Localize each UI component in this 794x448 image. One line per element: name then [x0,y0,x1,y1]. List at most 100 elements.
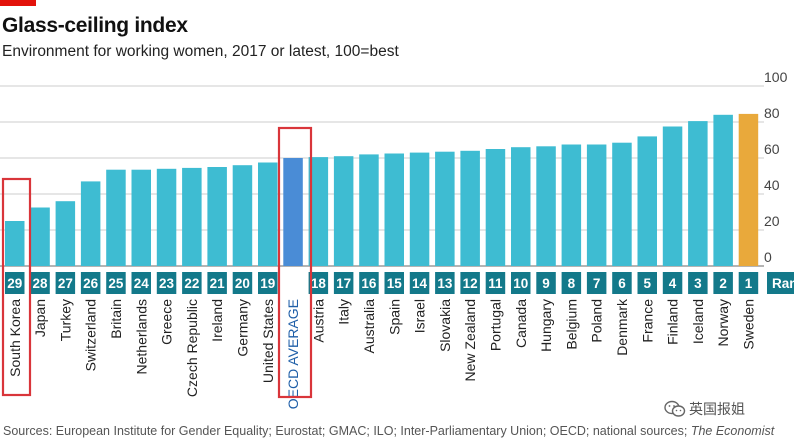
bar [232,165,253,266]
y-tick-label: 20 [764,213,780,229]
rank-tab [713,272,733,294]
bar [182,167,202,266]
bar [637,136,657,266]
rank-number: 19 [260,276,275,291]
category-label: Australia [361,299,377,354]
rank-tab [688,272,708,294]
category-label: Japan [32,299,48,337]
rank-number: 1 [745,276,753,291]
rank-tab [511,272,531,294]
bar [333,156,354,266]
source-note: Sources: European Institute for Gender E… [3,424,774,438]
category-label: Hungary [538,299,554,352]
rank-number: 21 [210,276,226,291]
rank-number: 7 [593,276,601,291]
y-tick-label: 80 [764,105,780,121]
rank-number: 6 [618,276,626,291]
rank-number: 25 [108,276,124,291]
annotation-box [1,177,32,397]
category-label: Finland [665,299,681,345]
category-label: OECD AVERAGE [285,299,301,409]
rank-tab [333,272,354,294]
bar [207,167,227,266]
category-label: Germany [234,299,250,357]
bar [106,169,126,266]
rank-number: 9 [542,276,550,291]
category-label: Britain [108,299,124,339]
rank-number: 20 [235,276,250,291]
bar [55,201,76,266]
rank-tab [662,272,683,294]
category-label: Canada [513,299,529,348]
bar [738,113,759,267]
rank-tab [460,272,480,294]
rank-number: 18 [311,276,327,291]
rank-tab [156,272,177,294]
bar [308,157,329,266]
rank-tab [207,272,227,294]
rank-number: 16 [361,276,377,291]
bar [586,144,607,266]
category-label: Italy [336,299,352,325]
rank-number: 24 [134,276,150,291]
rank-tab [182,272,202,294]
rank-tab [106,272,126,294]
bar [80,181,101,266]
bar [713,114,733,266]
watermark: 英国报姐 [664,399,745,419]
bar [511,147,531,266]
rank-number: 14 [412,276,428,291]
bar [156,168,177,266]
category-label: Spain [386,299,402,335]
category-label: Switzerland [83,299,99,371]
rank-number: 22 [184,276,199,291]
category-label: Israel [412,299,428,333]
rank-number: 5 [643,276,651,291]
rank-tab [586,272,607,294]
chart-title: Glass-ceiling index [2,14,188,37]
rank-tab [536,272,556,294]
rank-tab [561,272,582,294]
bar [359,154,379,266]
rank-number: 10 [513,276,528,291]
bar [258,162,278,266]
bar [688,121,708,266]
rank-tab [435,272,455,294]
bar [460,150,480,266]
rank-tab [485,272,506,294]
category-label: Denmark [614,298,630,356]
category-label: Portugal [487,299,503,351]
rank-number: 8 [568,276,576,291]
rank-tab [359,272,379,294]
category-label: Greece [159,299,175,345]
rank-number: 4 [669,276,677,291]
category-label: Norway [715,299,731,346]
rank-number: 3 [694,276,702,291]
annotation-boxes [1,126,313,399]
rank-tab [5,272,25,294]
y-tick-label: 40 [764,177,780,193]
rank-tab [55,272,76,294]
rank-tab [409,272,430,294]
rank-number: 29 [7,276,22,291]
bar [485,149,506,266]
rank-number: 2 [719,276,727,291]
category-labels: South Korea Japan Turkey Switzerland Britain… [7,298,757,409]
y-tick-label: 0 [764,249,772,265]
category-label: Iceland [690,299,706,344]
category-label: Belgium [563,299,579,350]
category-label: Sweden [740,299,756,350]
grid-lines: 0 20 40 60 80 100 [0,69,788,267]
rank-number: 28 [33,276,49,291]
bar [30,207,50,266]
category-label: Turkey [57,299,73,341]
bar [5,221,25,266]
category-label: New Zealand [462,299,478,382]
economist-brand-bar [0,0,36,6]
category-label: Czech Republic [184,299,200,397]
category-label: Austria [310,299,326,343]
bar [561,144,582,266]
bar [536,146,556,266]
rank-tab [131,272,151,294]
